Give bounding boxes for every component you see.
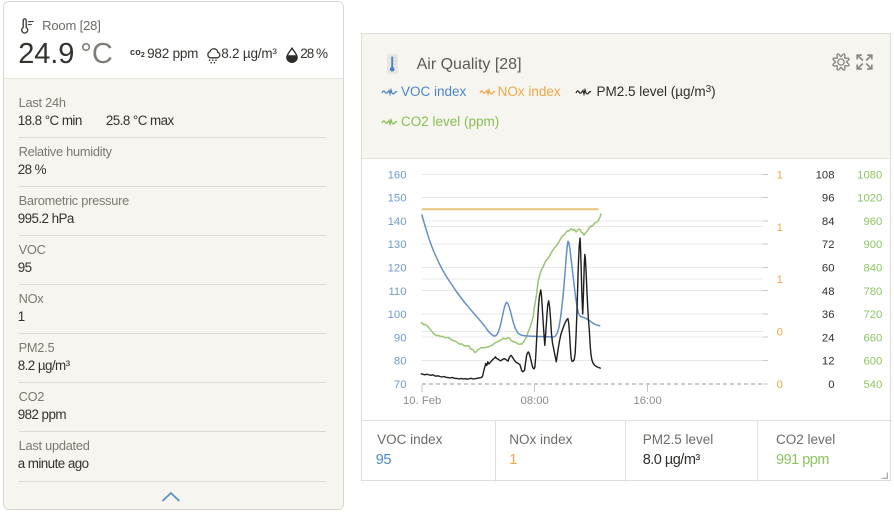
svg-text:1020: 1020: [857, 193, 882, 205]
svg-text:08:00: 08:00: [521, 395, 549, 407]
svg-text:100: 100: [388, 309, 407, 321]
svg-text:130: 130: [388, 239, 407, 251]
svg-text:0: 0: [828, 379, 834, 391]
svg-text:108: 108: [816, 169, 835, 181]
svg-text:70: 70: [394, 379, 407, 391]
svg-text:1: 1: [777, 169, 783, 181]
svg-text:60: 60: [822, 263, 835, 275]
svg-text:840: 840: [863, 263, 882, 275]
svg-text:0: 0: [777, 327, 783, 339]
svg-text:72: 72: [822, 239, 835, 251]
svg-text:660: 660: [863, 332, 882, 344]
svg-text:24: 24: [822, 332, 835, 344]
svg-text:36: 36: [822, 309, 835, 321]
svg-text:10. Feb: 10. Feb: [403, 395, 441, 407]
svg-text:1080: 1080: [857, 169, 882, 181]
svg-text:160: 160: [388, 169, 407, 181]
svg-text:84: 84: [822, 216, 835, 228]
svg-text:960: 960: [863, 216, 882, 228]
svg-text:780: 780: [863, 286, 882, 298]
svg-text:16:00: 16:00: [633, 395, 661, 407]
svg-text:720: 720: [863, 309, 882, 321]
svg-text:540: 540: [863, 379, 882, 391]
svg-text:140: 140: [388, 216, 407, 228]
svg-text:110: 110: [388, 286, 406, 298]
svg-text:90: 90: [394, 332, 407, 344]
svg-text:48: 48: [822, 286, 835, 298]
svg-text:12: 12: [822, 356, 835, 368]
svg-text:900: 900: [863, 239, 882, 251]
svg-text:1: 1: [777, 222, 783, 234]
svg-text:0: 0: [777, 379, 783, 391]
svg-text:80: 80: [394, 356, 407, 368]
svg-text:600: 600: [863, 356, 882, 368]
svg-text:150: 150: [388, 193, 407, 205]
svg-text:1: 1: [777, 274, 783, 286]
svg-text:96: 96: [822, 193, 835, 205]
svg-text:120: 120: [388, 263, 407, 275]
